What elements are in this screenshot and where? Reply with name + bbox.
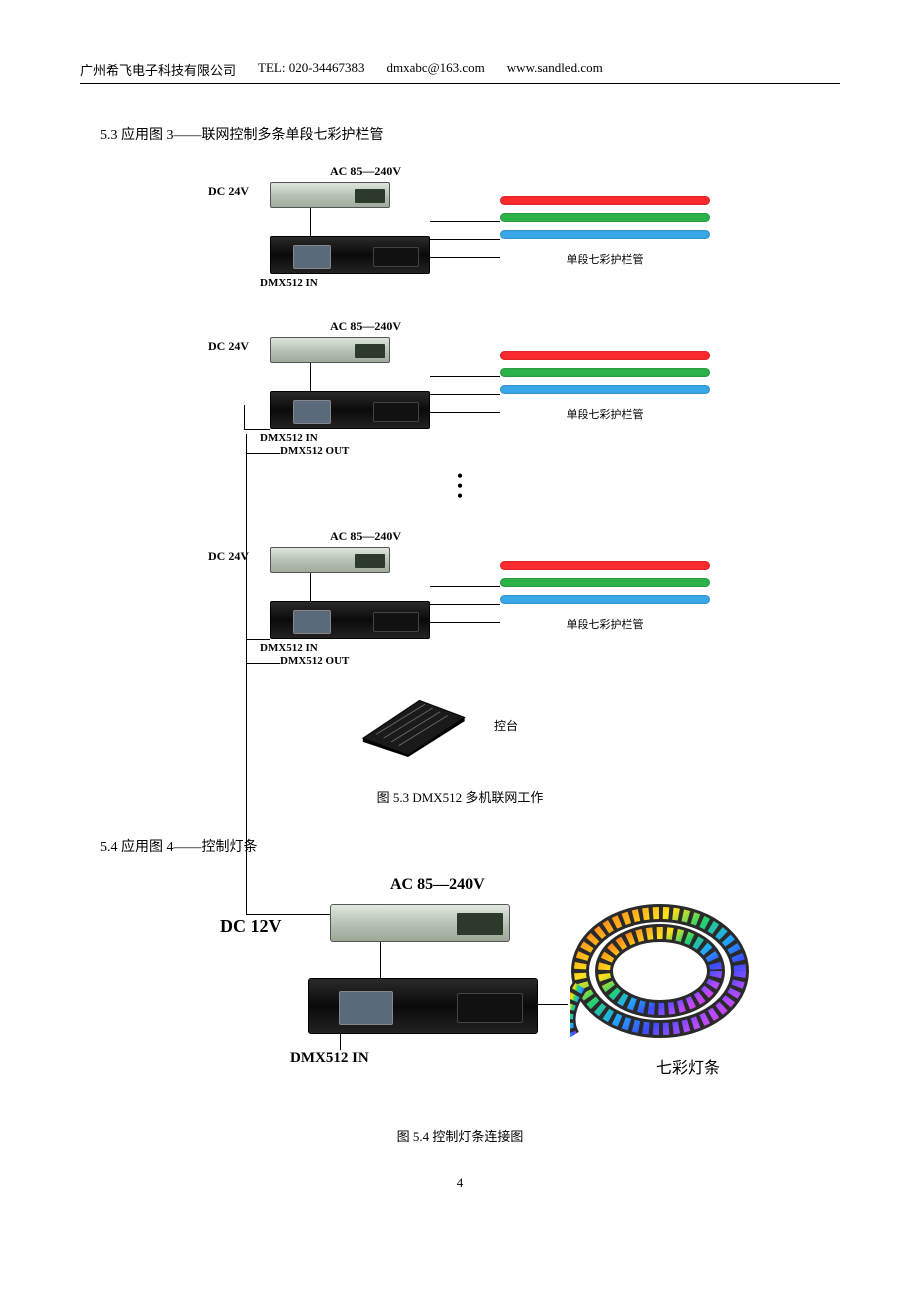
decoder-strip-wire xyxy=(538,1004,568,1005)
dc-label-1: DC 24V xyxy=(208,184,249,199)
dmx-trunk-line xyxy=(246,434,247,914)
power-supply-1 xyxy=(270,182,390,208)
dc-label-n: DC 24V xyxy=(208,549,249,564)
strip-label-5-4: 七彩灯条 xyxy=(656,1054,720,1078)
figure-5-3-caption: 图 5.3 DMX512 多机联网工作 xyxy=(80,787,840,806)
dmx-node-n: AC 85—240V DC 24V DMX512 IN DMX512 OUT xyxy=(270,529,710,667)
tube-red-2 xyxy=(500,351,710,360)
dmx-in-label-n: DMX512 IN xyxy=(260,642,318,654)
dc-label-5-4: DC 12V xyxy=(220,916,282,937)
wire-psu-dec-5-4 xyxy=(380,942,381,978)
rgb-tubes-2: 单段七彩护栏管 xyxy=(500,351,710,422)
header-site: www.sandled.com xyxy=(507,60,603,79)
diagram-5-3: AC 85—240V DC 24V DMX512 IN xyxy=(210,164,710,757)
tube-blue-1 xyxy=(500,230,710,239)
dmx-out-label-n: DMX512 OUT xyxy=(280,655,349,667)
diagram-5-4: AC 85—240V DC 12V DMX512 IN xyxy=(200,876,720,1096)
wire-psu-dec-2 xyxy=(310,363,311,391)
ac-label-1: AC 85—240V xyxy=(330,164,710,179)
tube-label-n: 单段七彩护栏管 xyxy=(500,616,710,632)
decoder-output-wires-2 xyxy=(430,392,500,452)
trunk-link-n-in xyxy=(246,639,270,640)
page-header: 广州希飞电子科技有限公司 TEL: 020-34467383 dmxabc@16… xyxy=(80,60,840,84)
tube-label-2: 单段七彩护栏管 xyxy=(500,406,710,422)
dmx-console: 控台 xyxy=(350,691,470,757)
tube-blue-n xyxy=(500,595,710,604)
power-supply-2 xyxy=(270,337,390,363)
dmx-in-label-1: DMX512 IN xyxy=(260,277,318,289)
tube-red-n xyxy=(500,561,710,570)
tube-green-1 xyxy=(500,213,710,222)
dmx-node-2: AC 85—240V DC 24V DMX512 IN DMX512 OUT xyxy=(270,319,710,457)
tube-label-1: 单段七彩护栏管 xyxy=(500,251,710,267)
section-5-3-title: 5.3 应用图 3——联网控制多条单段七彩护栏管 xyxy=(100,124,840,144)
dmx-decoder-5-4 xyxy=(308,978,538,1034)
dmx-in-label-5-4: DMX512 IN xyxy=(290,1050,369,1067)
dmx-link-wire-1-2 xyxy=(244,405,245,429)
power-supply-n xyxy=(270,547,390,573)
dmx-decoder-2 xyxy=(270,391,430,429)
power-supply-5-4 xyxy=(330,904,510,942)
ellipsis-dots: ••• xyxy=(210,471,710,501)
wire-psu-dec-1 xyxy=(310,208,311,236)
wire-psu-dec-n xyxy=(310,573,311,601)
led-strip-coil xyxy=(570,896,750,1046)
decoder-output-wires-n xyxy=(430,602,500,662)
ac-label-2: AC 85—240V xyxy=(330,319,710,334)
tube-green-2 xyxy=(500,368,710,377)
dmx-link-wire-1-2h xyxy=(244,429,270,430)
dmx-decoder-n xyxy=(270,601,430,639)
ac-label-n: AC 85—240V xyxy=(330,529,710,544)
dmx-decoder-1 xyxy=(270,236,430,274)
ac-label-5-4: AC 85—240V xyxy=(390,876,485,894)
tube-red-1 xyxy=(500,196,710,205)
section-5-4-title: 5.4 应用图 4——控制灯条 xyxy=(100,836,840,856)
header-tel: TEL: 020-34467383 xyxy=(258,60,365,79)
dmx-out-label-2: DMX512 OUT xyxy=(280,445,349,457)
rgb-tubes-n: 单段七彩护栏管 xyxy=(500,561,710,632)
dc-label-2: DC 24V xyxy=(208,339,249,354)
trunk-link-2 xyxy=(246,453,280,454)
dmx-node-1: AC 85—240V DC 24V DMX512 IN xyxy=(270,164,710,289)
dmx-in-wire-5-4 xyxy=(340,1034,341,1050)
rgb-tubes-1: 单段七彩护栏管 xyxy=(500,196,710,267)
decoder-output-wires-1 xyxy=(430,237,500,297)
console-label: 控台 xyxy=(494,717,518,734)
tube-blue-2 xyxy=(500,385,710,394)
header-company: 广州希飞电子科技有限公司 xyxy=(80,60,236,79)
figure-5-4-caption: 图 5.4 控制灯条连接图 xyxy=(80,1126,840,1145)
trunk-link-n-out xyxy=(246,663,280,664)
header-email: dmxabc@163.com xyxy=(387,60,485,79)
dmx-in-label-2: DMX512 IN xyxy=(260,432,318,444)
tube-green-n xyxy=(500,578,710,587)
page-number: 4 xyxy=(80,1175,840,1191)
